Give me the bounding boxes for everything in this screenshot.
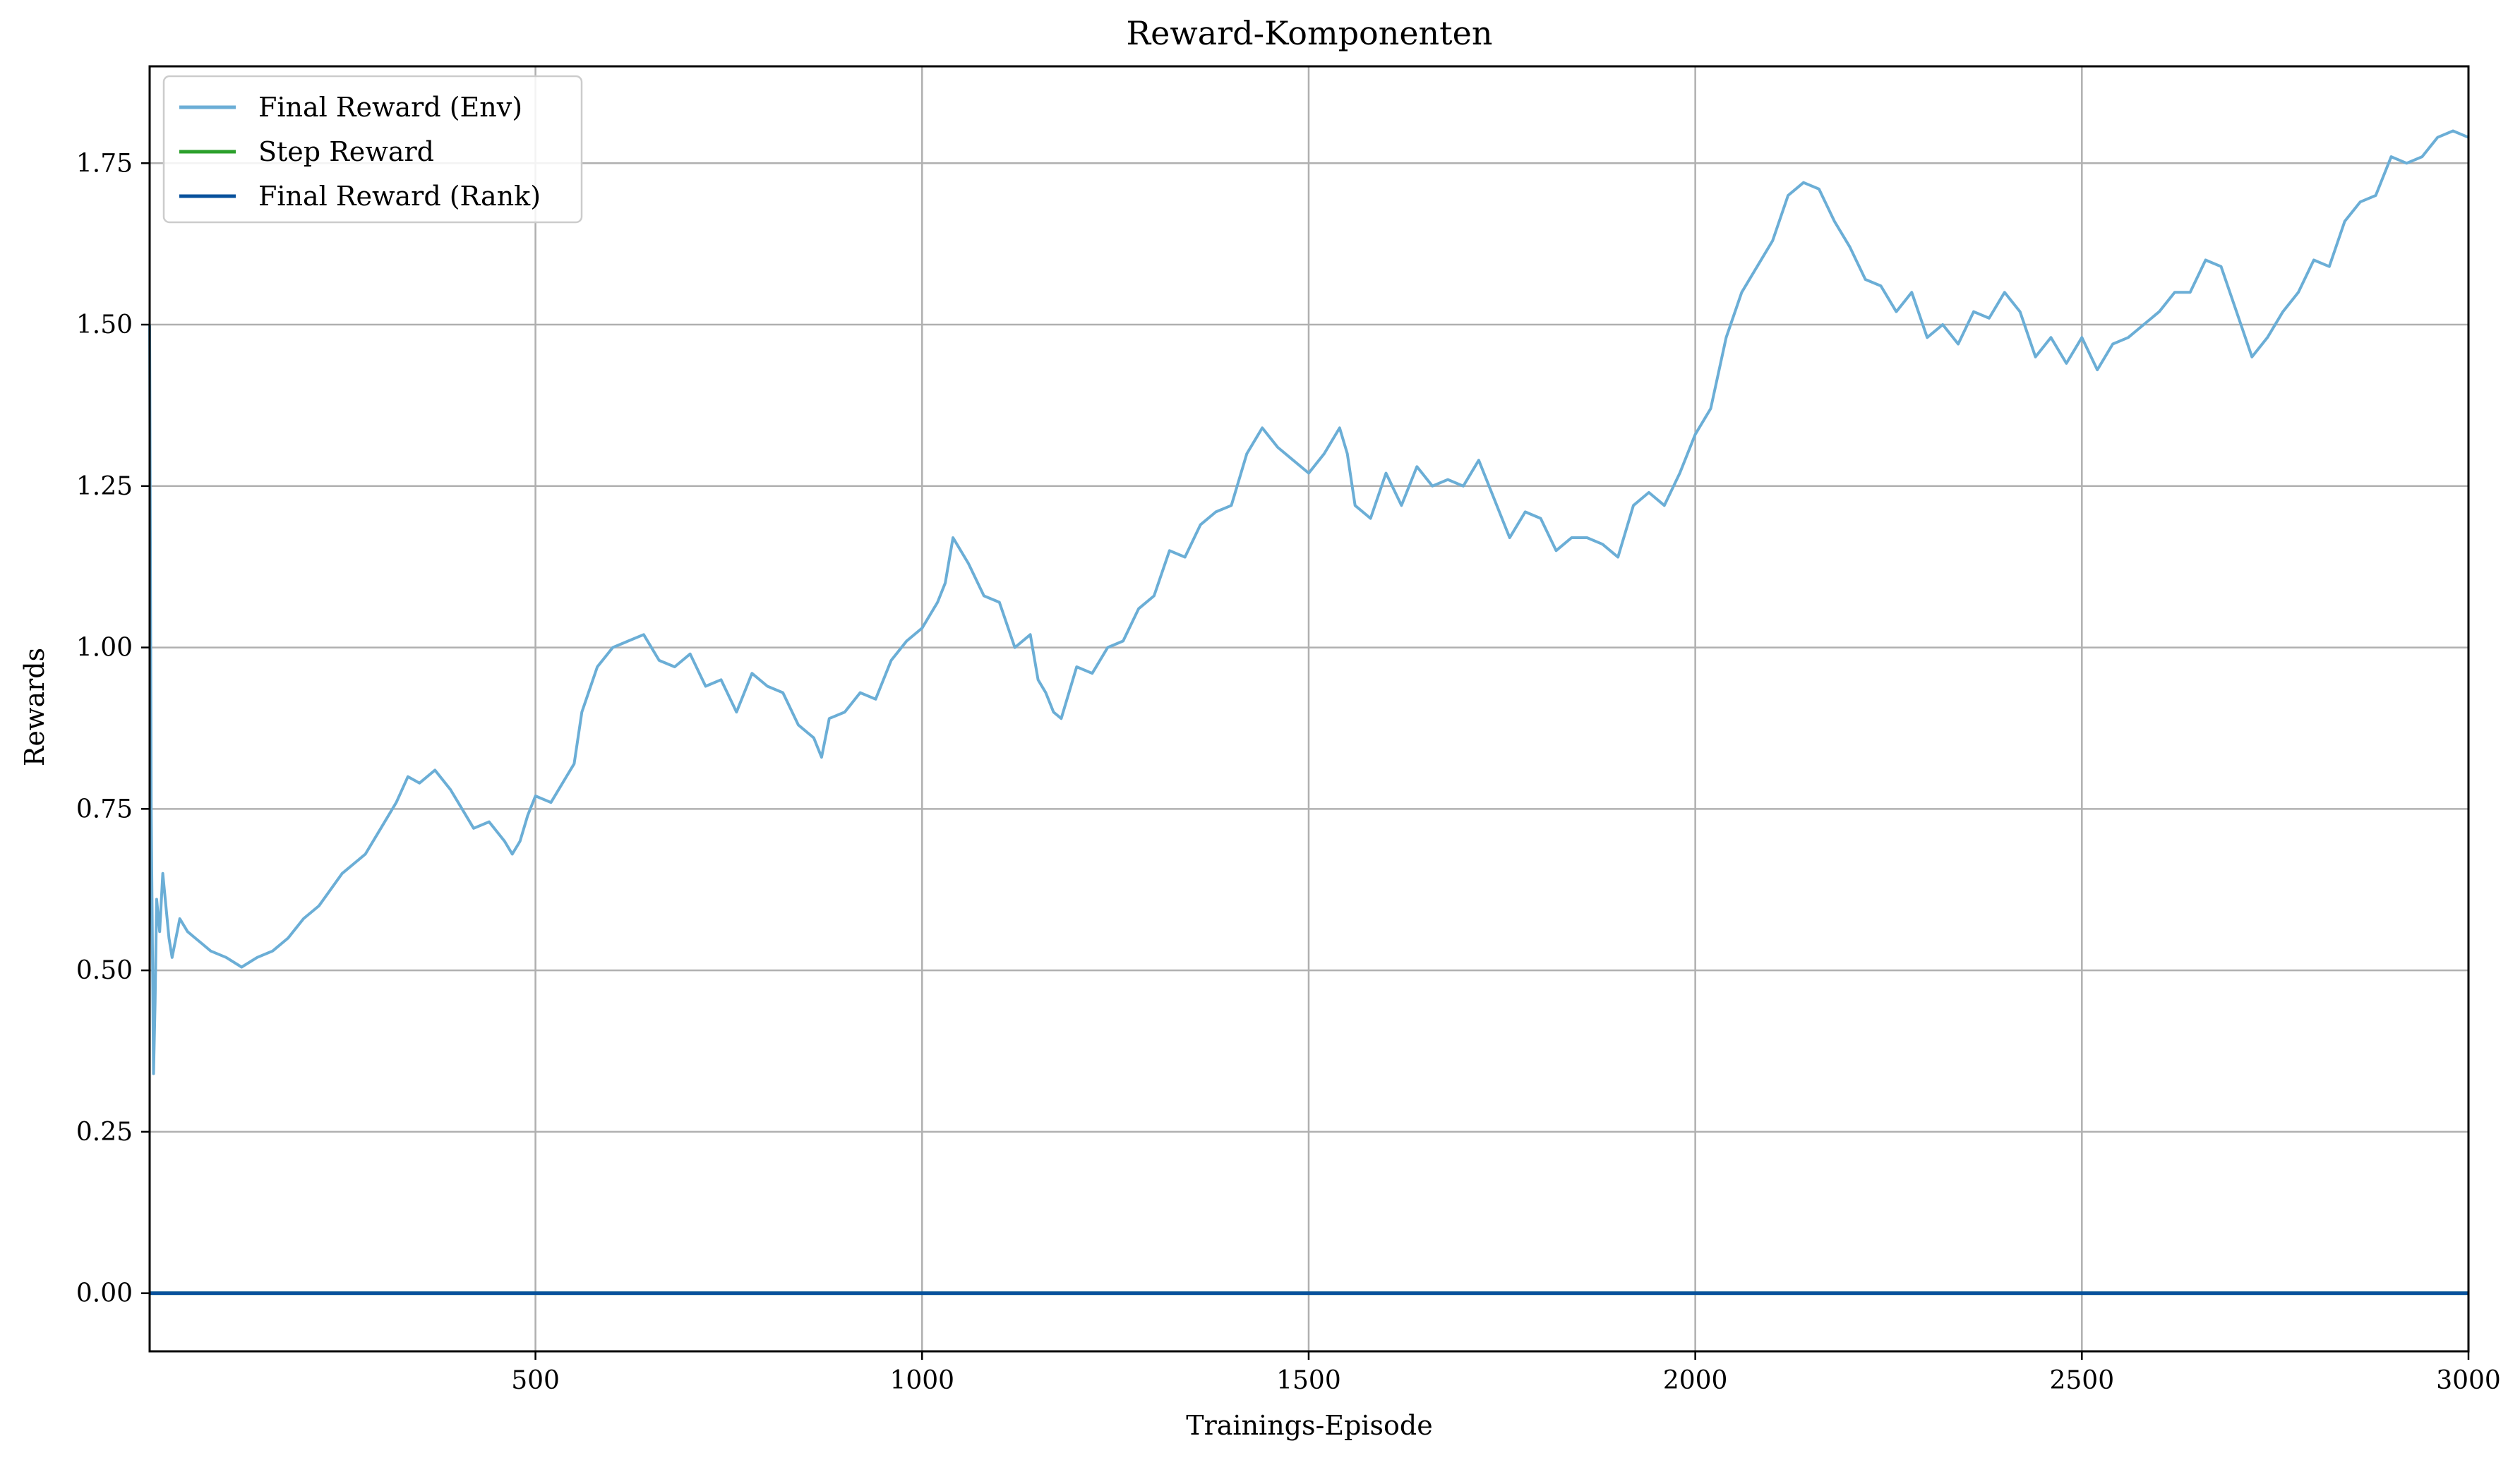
- series-line-1: [148, 129, 2469, 1075]
- y-tick-label: 0.75: [76, 795, 133, 823]
- x-tick-label: 1500: [1276, 1366, 1341, 1395]
- x-axis-ticks: 500 1000 1500 2000 2500 3000: [511, 1351, 2501, 1395]
- legend-label-1: Final Reward (Env): [258, 92, 522, 123]
- y-tick-label: 1.25: [76, 472, 133, 501]
- y-tick-label: 1.50: [76, 310, 133, 339]
- chart-title: Reward-Komponenten: [1126, 14, 1492, 52]
- y-tick-label: 0.00: [76, 1279, 133, 1308]
- y-axis-ticks: 0.00 0.25 0.50 0.75 1.00 1.25 1.50 1.75: [76, 149, 150, 1308]
- x-tick-label: 2000: [1663, 1366, 1728, 1395]
- plot-area: [148, 129, 2469, 1296]
- y-tick-label: 0.25: [76, 1118, 133, 1147]
- x-tick-label: 3000: [2436, 1366, 2501, 1395]
- y-tick-label: 1.00: [76, 634, 133, 663]
- y-tick-label: 0.50: [76, 956, 133, 985]
- legend: Final Reward (Env) Step Reward Final Rewar…: [162, 75, 583, 224]
- x-axis-label: Trainings-Episode: [1186, 1410, 1433, 1441]
- y-tick-label: 1.75: [76, 149, 133, 178]
- y-axis-label: Rewards: [19, 648, 50, 766]
- legend-box: [162, 75, 583, 224]
- legend-label-2: Step Reward: [258, 136, 434, 167]
- x-tick-label: 2500: [2050, 1366, 2115, 1395]
- x-tick-label: 500: [511, 1366, 560, 1395]
- x-tick-label: 1000: [889, 1366, 954, 1395]
- legend-label-3: Final Reward (Rank): [258, 181, 541, 212]
- grid-lines: [150, 66, 2470, 1351]
